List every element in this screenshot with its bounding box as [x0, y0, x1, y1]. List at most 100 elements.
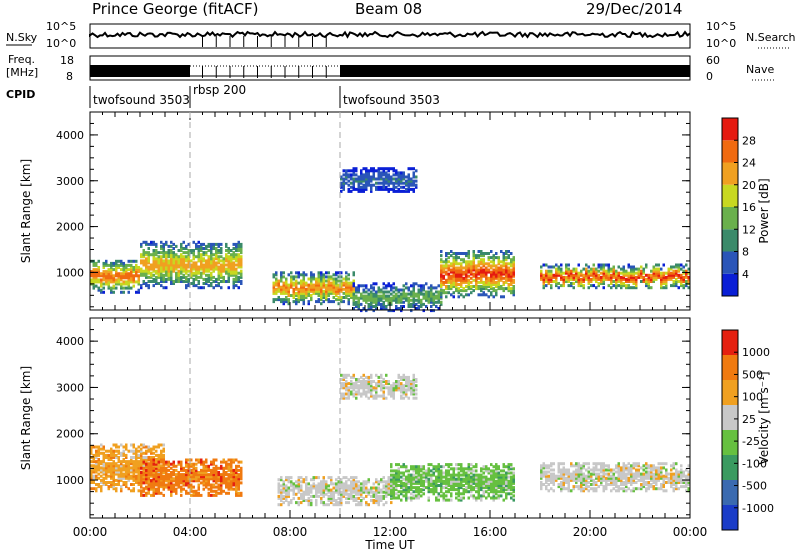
- heat-cell: [457, 475, 460, 479]
- heat-cell: [125, 282, 128, 286]
- heat-cell: [360, 173, 363, 177]
- heat-cell: [315, 494, 318, 498]
- heat-cell: [347, 291, 350, 295]
- heat-cell: [595, 267, 598, 271]
- heat-cell: [237, 275, 240, 279]
- heat-cell: [405, 486, 408, 490]
- heat-cell: [297, 482, 300, 486]
- heat-cell: [412, 286, 415, 290]
- heat-cell: [470, 488, 473, 492]
- heat-cell: [240, 491, 243, 495]
- heat-cell: [100, 272, 103, 276]
- heat-cell: [502, 283, 505, 286]
- heat-cell: [327, 289, 330, 293]
- heat-cell: [187, 485, 190, 489]
- heat-cell: [402, 296, 405, 300]
- heat-cell: [337, 482, 340, 486]
- heat-cell: [630, 267, 633, 271]
- heat-cell: [575, 472, 578, 476]
- heat-cell: [352, 183, 355, 187]
- heat-cell: [395, 181, 398, 185]
- heat-cell: [425, 471, 428, 475]
- heat-cell: [207, 269, 210, 273]
- heat-cell: [510, 477, 513, 481]
- heat-cell: [137, 290, 140, 294]
- heat-cell: [415, 477, 418, 481]
- heat-cell: [95, 466, 98, 470]
- heat-cell: [177, 479, 180, 483]
- heat-cell: [157, 271, 160, 275]
- heat-cell: [447, 287, 450, 291]
- heat-cell: [107, 284, 110, 288]
- heat-cell: [220, 485, 223, 489]
- heat-cell: [670, 267, 673, 271]
- heat-cell: [347, 478, 350, 482]
- heat-cell: [687, 267, 690, 271]
- heat-cell: [485, 481, 488, 485]
- heat-cell: [220, 273, 223, 277]
- heat-cell: [592, 267, 595, 271]
- heat-cell: [340, 183, 343, 187]
- heat-cell: [155, 259, 158, 263]
- heat-cell: [482, 268, 485, 272]
- heat-cell: [392, 473, 395, 477]
- heat-cell: [120, 274, 123, 278]
- heat-cell: [160, 255, 163, 259]
- heat-cell: [407, 173, 410, 177]
- heat-cell: [405, 175, 408, 179]
- heat-cell: [230, 483, 233, 487]
- heat-cell: [402, 473, 405, 477]
- heat-cell: [115, 286, 118, 290]
- heat-cell: [117, 259, 120, 263]
- heat-cell: [412, 171, 415, 175]
- heat-cell: [360, 302, 363, 306]
- heat-cell: [580, 273, 583, 277]
- heat-cell: [112, 286, 115, 290]
- heat-cell: [155, 271, 158, 275]
- heat-cell: [297, 296, 300, 299]
- heat-cell: [115, 272, 118, 276]
- heat-cell: [137, 268, 140, 272]
- heat-cell: [332, 300, 335, 304]
- heat-cell: [387, 482, 390, 486]
- heat-cell: [367, 503, 370, 507]
- heat-cell: [212, 475, 215, 479]
- heat-cell: [165, 485, 168, 489]
- heat-cell: [97, 445, 100, 449]
- heat-cell: [340, 287, 343, 291]
- heat-cell: [652, 280, 655, 283]
- heat-cell: [170, 240, 173, 244]
- heat-cell: [380, 290, 383, 294]
- heat-cell: [377, 167, 380, 171]
- heat-cell: [375, 282, 378, 286]
- heat-cell: [287, 294, 290, 297]
- heat-cell: [457, 283, 460, 286]
- heat-cell: [217, 271, 220, 275]
- heat-cell: [185, 275, 188, 279]
- heat-cell: [317, 482, 320, 486]
- heat-cell: [180, 257, 183, 261]
- heat-cell: [182, 475, 185, 479]
- heat-cell: [465, 280, 468, 284]
- heat-cell: [365, 183, 368, 187]
- heat-cell: [185, 464, 188, 468]
- heat-cell: [125, 274, 128, 278]
- heat-cell: [177, 265, 180, 269]
- heat-cell: [275, 281, 278, 285]
- heat-cell: [562, 277, 565, 281]
- heat-cell: [680, 267, 683, 271]
- heat-cell: [170, 277, 173, 281]
- heat-cell: [357, 300, 360, 304]
- heat-cell: [227, 265, 230, 269]
- heat-cell: [622, 267, 625, 271]
- heat-cell: [505, 268, 508, 272]
- heat-cell: [142, 487, 145, 491]
- heat-cell: [427, 290, 430, 294]
- heat-cell: [492, 295, 495, 299]
- heat-cell: [457, 287, 460, 291]
- heat-cell: [492, 262, 495, 266]
- heat-cell: [600, 282, 603, 285]
- heat-cell: [290, 277, 293, 281]
- heat-cell: [190, 479, 193, 483]
- heat-cell: [405, 492, 408, 496]
